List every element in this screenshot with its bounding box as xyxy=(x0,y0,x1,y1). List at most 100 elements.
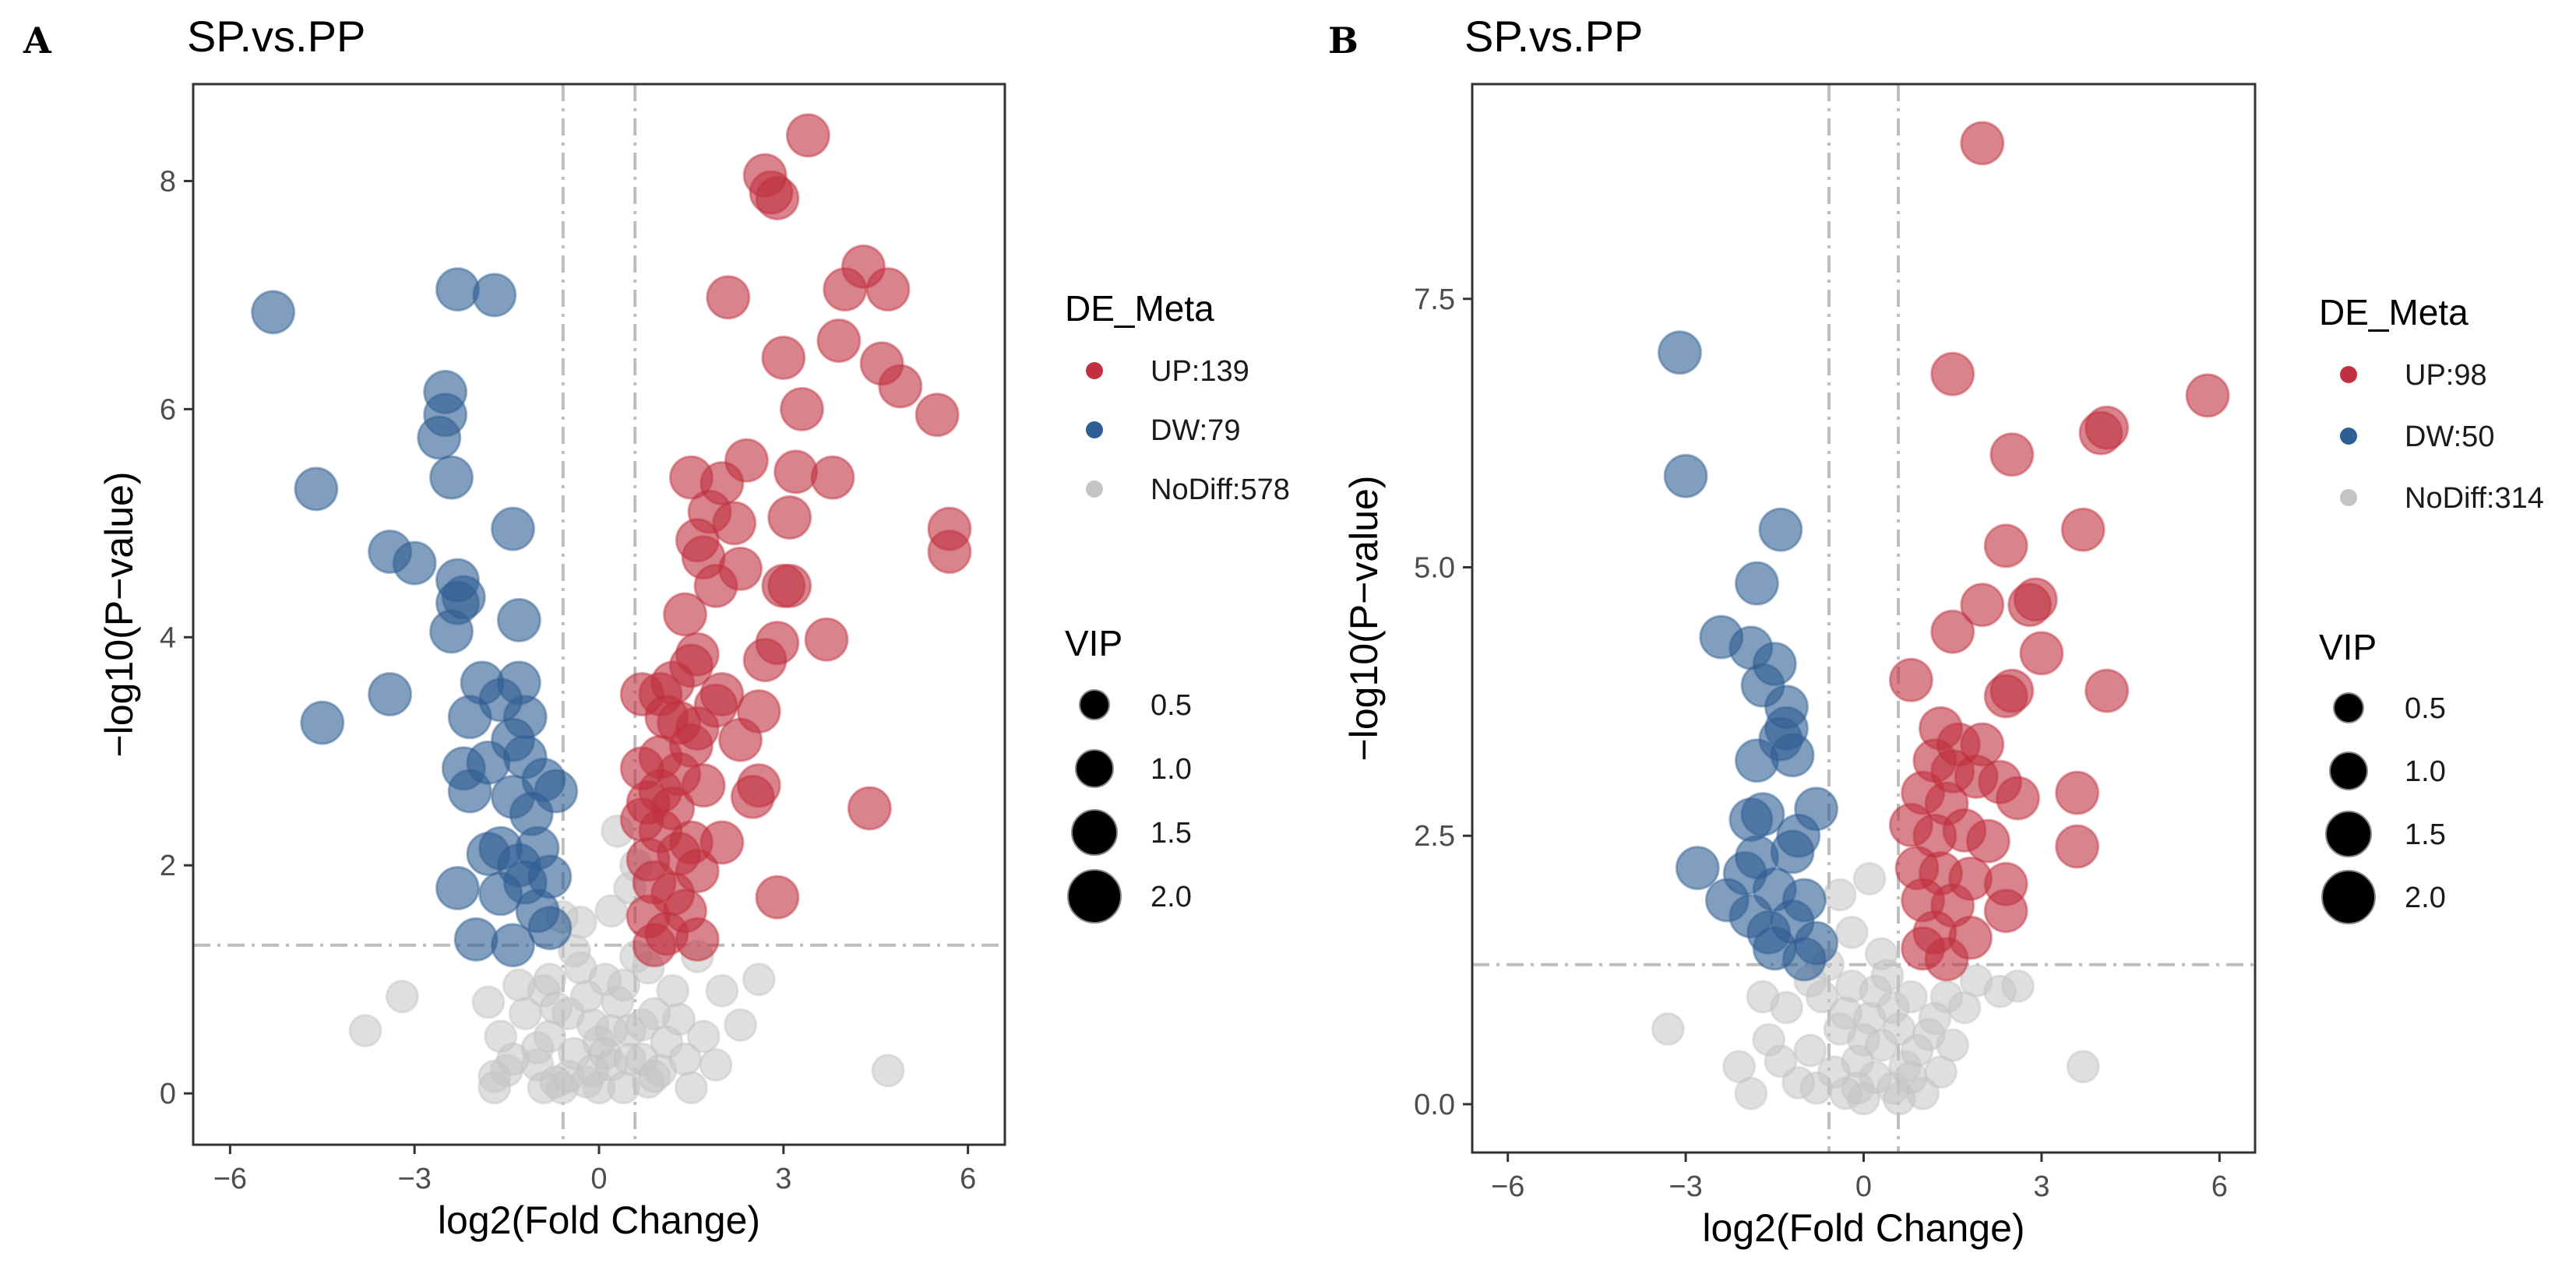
data-point-up xyxy=(755,621,800,666)
legend-group-label: UP:98 xyxy=(2405,359,2487,392)
data-point-up xyxy=(632,923,677,968)
data-point-up xyxy=(730,774,775,819)
panel-a: A SP.vs.PP −6 −3 0 3 6 0 2 4 6 8 log2(Fold Change) −l… xyxy=(23,12,1290,1242)
data-point-nodiff xyxy=(724,1008,758,1042)
data-point-nodiff xyxy=(662,1002,696,1036)
data-point-nodiff xyxy=(656,973,690,1008)
data-point-dw xyxy=(490,923,535,968)
data-point-up xyxy=(1995,776,2040,821)
data-point-up xyxy=(774,449,819,494)
legend-size-symbol xyxy=(1079,689,1110,720)
data-point-up xyxy=(706,275,751,320)
legend-size-label: 1.0 xyxy=(1151,753,1192,786)
data-point-dw xyxy=(368,672,413,717)
data-point-dw xyxy=(300,700,345,745)
data-point-up xyxy=(1930,351,1975,396)
data-point-up xyxy=(663,592,708,637)
data-point-dw xyxy=(1728,797,1774,843)
y-tick-label: 7.5 xyxy=(1414,283,1455,316)
legend-size-label: 2.0 xyxy=(2405,882,2446,914)
data-point-nodiff xyxy=(686,1019,721,1054)
y-tick-label: 5.0 xyxy=(1414,552,1455,585)
data-point-nodiff xyxy=(1722,1050,1757,1084)
data-point-dw xyxy=(1758,507,1803,552)
legend-swatch xyxy=(2340,489,2357,506)
x-tick-label: 3 xyxy=(2033,1170,2049,1203)
data-point-up xyxy=(2055,824,2100,869)
legend-size-symbol xyxy=(2325,811,2372,857)
x-tick-label: 6 xyxy=(2211,1170,2228,1203)
legend-swatch xyxy=(1086,421,1103,438)
legend-size-label: 1.0 xyxy=(2405,755,2446,788)
data-point-up xyxy=(700,820,745,865)
data-point-nodiff xyxy=(607,968,641,1002)
data-point-dw xyxy=(294,466,339,512)
data-point-nodiff xyxy=(594,1014,629,1048)
data-point-up xyxy=(712,501,757,546)
data-point-dw xyxy=(251,290,296,335)
data-point-nodiff xyxy=(520,1031,555,1065)
data-point-up xyxy=(823,267,868,312)
data-point-dw xyxy=(490,506,535,551)
data-point-up xyxy=(847,786,892,831)
data-point-dw xyxy=(1675,846,1720,891)
data-point-up xyxy=(865,267,911,312)
data-point-dw xyxy=(496,597,541,642)
legend-size-title: VIP xyxy=(2319,627,2377,667)
data-point-nodiff xyxy=(576,1054,610,1088)
data-point-up xyxy=(2060,507,2106,552)
data-point-up xyxy=(675,917,720,962)
data-point-nodiff xyxy=(637,1059,671,1093)
data-point-dw xyxy=(1657,330,1702,375)
data-point-nodiff xyxy=(1651,1012,1685,1046)
data-point-dw xyxy=(447,769,492,814)
data-point-up xyxy=(804,617,849,662)
data-point-nodiff xyxy=(705,973,739,1008)
panel-label: B xyxy=(1328,19,1358,62)
data-point-up xyxy=(878,364,923,409)
panel-label: A xyxy=(23,19,52,62)
legend-size-symbol xyxy=(2321,870,2376,924)
data-point-nodiff xyxy=(1829,996,1863,1030)
data-point-dw xyxy=(472,273,517,318)
data-point-dw xyxy=(1728,894,1774,939)
data-point-nodiff xyxy=(2066,1050,2100,1084)
data-point-dw xyxy=(527,906,573,951)
data-point-up xyxy=(749,170,794,215)
legend-swatch xyxy=(1086,362,1103,379)
legend-size-symbol xyxy=(2329,751,2368,790)
data-point-nodiff xyxy=(385,980,419,1014)
y-axis-label: −log10(P−value) xyxy=(97,472,141,758)
legend-swatch xyxy=(1086,480,1103,498)
data-point-up xyxy=(718,717,763,762)
data-point-dw xyxy=(447,695,492,740)
data-point-nodiff xyxy=(527,1071,561,1105)
data-point-dw xyxy=(478,871,523,917)
data-point-nodiff xyxy=(871,1054,905,1088)
y-tick-label: 0 xyxy=(160,1078,176,1110)
data-point-up xyxy=(1888,657,1933,702)
y-tick-label: 2.5 xyxy=(1414,820,1455,853)
x-tick-label: −6 xyxy=(213,1163,247,1195)
data-point-dw xyxy=(453,917,499,962)
legend-group-label: DW:50 xyxy=(2405,421,2494,453)
data-point-nodiff xyxy=(1793,1033,1827,1068)
data-point-nodiff xyxy=(1823,878,1857,912)
data-point-nodiff xyxy=(1746,980,1780,1014)
legend-group-label: NoDiff:578 xyxy=(1151,473,1290,506)
legend-group-label: UP:139 xyxy=(1151,355,1249,388)
data-point-dw xyxy=(392,540,437,586)
data-point-up xyxy=(2013,577,2058,622)
data-point-up xyxy=(927,529,972,574)
plot-area xyxy=(1472,84,2255,1153)
data-point-up xyxy=(914,392,960,438)
data-point-nodiff xyxy=(1764,1044,1798,1079)
data-point-up xyxy=(1965,818,2010,864)
legend-color-title: DE_Meta xyxy=(1065,288,1214,329)
data-point-up xyxy=(2084,668,2130,713)
data-point-dw xyxy=(1770,829,1815,875)
y-tick-label: 8 xyxy=(160,165,176,198)
data-point-up xyxy=(1983,523,2028,568)
data-point-nodiff xyxy=(1799,1071,1834,1105)
data-point-dw xyxy=(1663,453,1708,498)
